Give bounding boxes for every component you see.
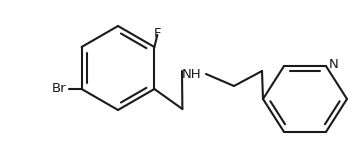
Text: NH: NH: [182, 67, 202, 80]
Text: F: F: [154, 27, 161, 40]
Text: Br: Br: [52, 82, 67, 95]
Text: N: N: [329, 58, 339, 71]
